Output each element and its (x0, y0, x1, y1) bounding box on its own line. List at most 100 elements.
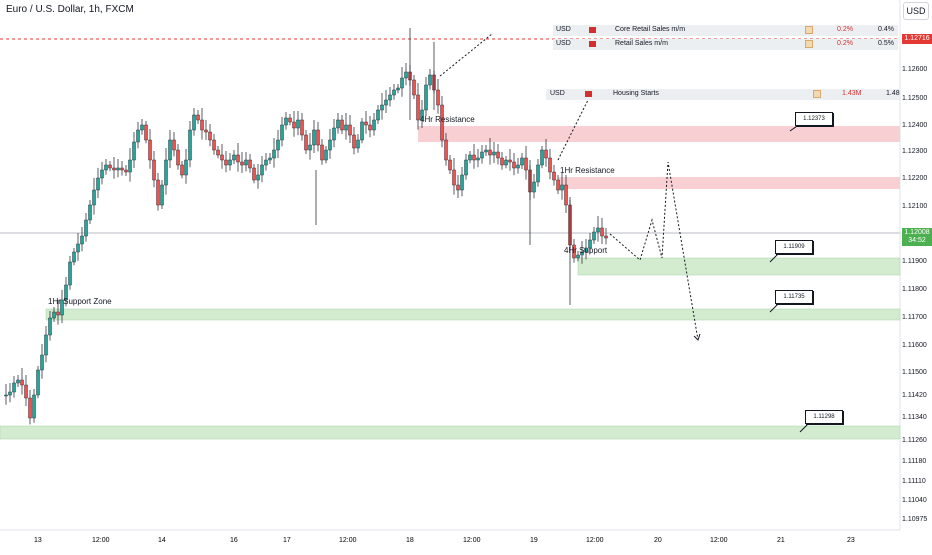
candle-body (172, 139, 176, 151)
event-row[interactable]: USD Housing Starts 1.43M 1.48 (546, 89, 900, 100)
event-row[interactable]: USD Retail Sales m/m 0.2% 0.5% (553, 39, 898, 50)
candle-body (24, 384, 28, 399)
candle-body (272, 149, 276, 159)
candle-body (44, 334, 48, 356)
candle-body (120, 167, 124, 171)
candle-body (444, 139, 448, 161)
flag-icon (589, 41, 596, 47)
candle-body (248, 159, 252, 169)
candle-body (8, 391, 12, 396)
candle-body (4, 394, 8, 397)
resistance-zone-4hr (418, 126, 900, 142)
time-label: 20 (654, 537, 662, 544)
candle-body (520, 157, 524, 166)
event-previous: 0.4% (878, 26, 894, 33)
price-callout[interactable]: 1.11298 (805, 410, 843, 424)
event-previous: 0.5% (878, 40, 894, 47)
calendar-icon[interactable] (813, 90, 821, 98)
candle-body (256, 174, 260, 181)
event-currency: USD (550, 90, 565, 97)
candle-body (440, 104, 444, 141)
candle-body (492, 151, 496, 156)
candle-body (524, 157, 528, 171)
last-price-tag: 1.12008 34:52 (902, 228, 932, 246)
candle-body (552, 171, 556, 181)
resistance-1hr-label: 1Hr Resistance (560, 166, 615, 175)
candle-body (400, 77, 404, 89)
candle-body (192, 114, 196, 131)
candle-body (456, 184, 460, 191)
candle-body (452, 169, 456, 186)
price-label: 1.11900 (902, 258, 927, 265)
arrow-head (693, 333, 701, 341)
calendar-icon[interactable] (805, 40, 813, 48)
event-arrow (557, 99, 589, 161)
candle-body (132, 141, 136, 161)
time-label: 17 (283, 537, 291, 544)
symbol-title[interactable]: Euro / U.S. Dollar, 1h, FXCM (6, 4, 134, 15)
candle-body (164, 159, 168, 186)
candle-body (116, 167, 120, 171)
candle-body (588, 239, 592, 249)
support-zone-4hr (577, 257, 901, 276)
price-callout[interactable]: 1.12373 (795, 112, 833, 126)
candle-body (284, 117, 288, 126)
candle-body (348, 124, 352, 136)
event-row[interactable]: USD Core Retail Sales m/m 0.2% 0.4% (553, 25, 898, 36)
candle-body (512, 161, 516, 169)
price-label: 1.12400 (902, 122, 928, 129)
candle-body (76, 243, 80, 253)
candle-body (88, 204, 92, 221)
candle-body (40, 354, 44, 371)
price-label: 1.11040 (902, 497, 927, 504)
candle-body (372, 119, 376, 131)
time-label: 12:00 (586, 537, 604, 544)
candle-body (576, 254, 580, 259)
candle-body (460, 174, 464, 191)
candle-body (548, 157, 552, 173)
candle-body (228, 159, 232, 166)
candle-body (600, 227, 604, 237)
time-label: 19 (530, 537, 538, 544)
candle-body (104, 164, 108, 171)
resistance-zone-1hr (558, 177, 900, 189)
time-label: 13 (34, 537, 42, 544)
candle-body (472, 154, 476, 161)
price-label: 1.10975 (902, 516, 928, 523)
price-label: 1.11110 (902, 478, 926, 485)
candle-body (332, 127, 336, 141)
candle-body (28, 397, 32, 419)
candle-body (604, 235, 608, 239)
candle-body (572, 244, 576, 259)
support-1hr-label: 1Hr Support Zone (48, 297, 112, 306)
candle-body (96, 177, 100, 191)
candle-body (508, 159, 512, 163)
candle-body (356, 139, 360, 149)
alert-price-tag[interactable]: 1.12716 (902, 34, 932, 44)
candle-body (240, 161, 244, 166)
price-label: 1.11600 (902, 342, 927, 349)
candle-body (336, 119, 340, 129)
time-label: 21 (777, 537, 785, 544)
calendar-icon[interactable] (805, 26, 813, 34)
candle-body (156, 179, 160, 206)
candle-body (368, 124, 372, 131)
candle-body (196, 114, 200, 121)
event-name: Retail Sales m/m (615, 40, 668, 47)
price-callout[interactable]: 1.11735 (775, 290, 813, 304)
price-callout[interactable]: 1.11909 (775, 240, 813, 254)
candle-body (268, 157, 272, 161)
candle-body (152, 159, 156, 181)
currency-button[interactable]: USD (903, 2, 929, 20)
candle-body (36, 369, 40, 396)
event-forecast: 0.2% (837, 26, 853, 33)
event-name: Core Retail Sales m/m (615, 26, 686, 33)
time-label: 12:00 (92, 537, 110, 544)
candle-body (424, 84, 428, 111)
candle-body (160, 184, 164, 206)
candle-body (496, 151, 500, 159)
candle-body (412, 79, 416, 96)
candle-body (328, 139, 332, 151)
